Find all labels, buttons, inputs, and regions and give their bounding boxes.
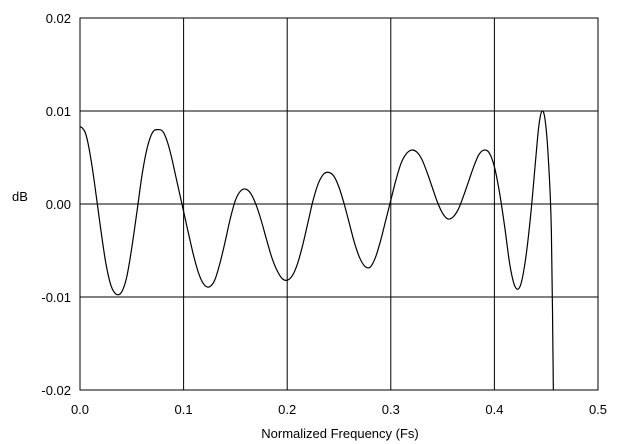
grid-lines [80, 18, 598, 390]
y-tick-label: 0.01 [46, 104, 71, 119]
y-tick-label: 0.02 [46, 11, 71, 26]
x-tick-label: 0.2 [278, 402, 296, 417]
x-axis-title: Normalized Frequency (Fs) [261, 426, 419, 441]
x-tick-labels: 0.0 0.1 0.2 0.3 0.4 0.5 [71, 402, 607, 417]
x-tick-label: 0.5 [589, 402, 607, 417]
y-tick-labels: 0.02 0.01 0.00 -0.01 -0.02 [41, 11, 71, 398]
series-line [80, 110, 554, 390]
x-tick-label: 0.1 [175, 402, 193, 417]
x-tick-label: 0.0 [71, 402, 89, 417]
y-tick-label: 0.00 [46, 197, 71, 212]
plot-frame [79, 17, 599, 391]
y-tick-label: -0.02 [41, 383, 71, 398]
x-tick-label: 0.3 [382, 402, 400, 417]
x-tick-label: 0.4 [485, 402, 503, 417]
y-axis-title: dB [12, 189, 28, 204]
series-layer [80, 110, 554, 390]
y-tick-label: -0.01 [41, 290, 71, 305]
